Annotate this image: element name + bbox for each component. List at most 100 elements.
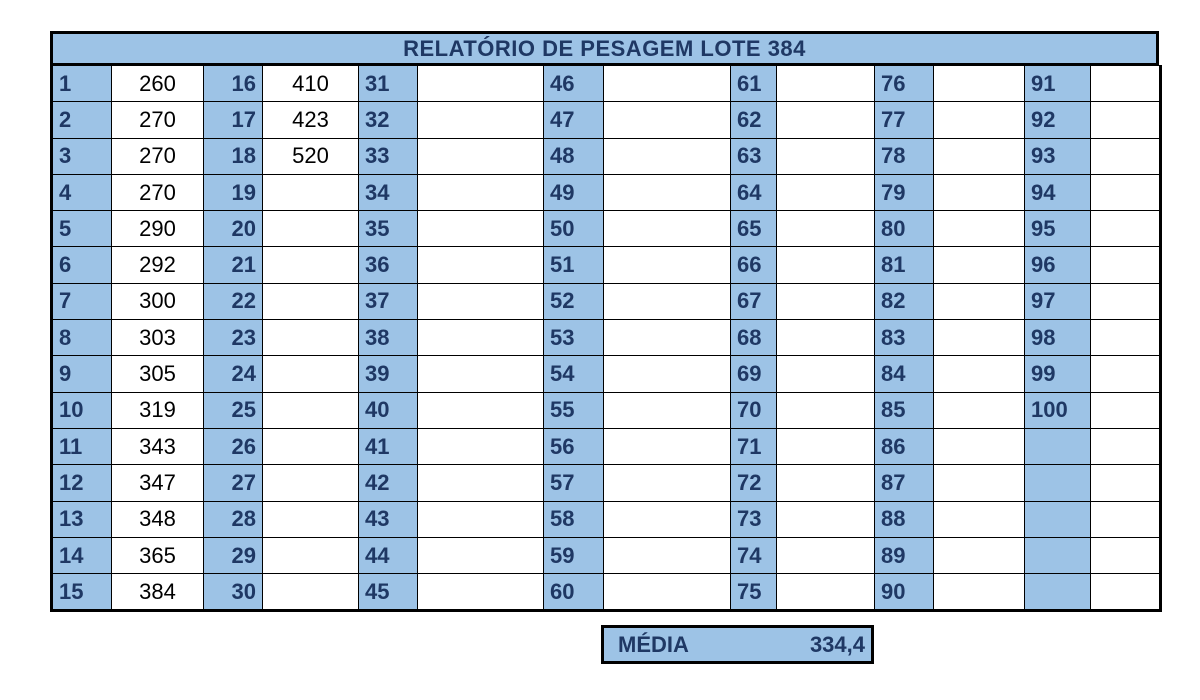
- weight-cell: 305: [111, 355, 204, 393]
- weight-cell: [776, 500, 875, 538]
- animal-number-cell: 32: [358, 101, 418, 139]
- weight-cell: [1090, 500, 1161, 538]
- weight-cell: [417, 319, 544, 357]
- weight-cell: [776, 137, 875, 175]
- animal-number-cell: 15: [51, 573, 112, 612]
- weight-cell: 270: [111, 101, 204, 139]
- animal-number-cell: 54: [543, 355, 604, 393]
- animal-number-cell: 53: [543, 319, 604, 357]
- weight-cell: [1090, 64, 1161, 103]
- animal-number-cell: 96: [1024, 246, 1091, 284]
- weight-cell: [776, 319, 875, 357]
- animal-number-cell: 43: [358, 500, 418, 538]
- animal-number-cell: 97: [1024, 282, 1091, 321]
- weight-cell: [776, 427, 875, 466]
- animal-number-cell: 61: [730, 64, 777, 103]
- animal-number-cell: 86: [874, 427, 934, 466]
- weight-cell: [933, 101, 1025, 139]
- animal-number-cell: 72: [730, 464, 777, 502]
- animal-number-cell: 81: [874, 246, 934, 284]
- weight-cell: [262, 319, 359, 357]
- weight-cell: 520: [262, 137, 359, 175]
- table-row: 2 270 17 423 32 47 62 77 92: [51, 101, 1161, 139]
- animal-number-cell: 79: [874, 173, 934, 212]
- weight-cell: [776, 573, 875, 612]
- weights-table: 1 260 16 410 31 46 61 76 91 2 270 17 423 32 47 62 77 92 3 2…: [50, 64, 1162, 613]
- average-value: 334,4: [809, 631, 865, 657]
- animal-number-cell: 41: [358, 427, 418, 466]
- weight-cell: [1090, 355, 1161, 393]
- animal-number-cell: 10: [51, 391, 112, 429]
- animal-number-cell: 57: [543, 464, 604, 502]
- animal-number-cell: 1: [51, 64, 112, 103]
- animal-number-cell: 80: [874, 210, 934, 248]
- weight-cell: [1090, 101, 1161, 139]
- animal-number-cell: 30: [203, 573, 263, 612]
- animal-number-cell: 48: [543, 137, 604, 175]
- animal-number-cell: 46: [543, 64, 604, 103]
- animal-number-cell: 35: [358, 210, 418, 248]
- animal-number-cell: 50: [543, 210, 604, 248]
- animal-number-cell: 6: [51, 246, 112, 284]
- table-row: 13 348 28 43 58 73 88: [51, 500, 1161, 538]
- weight-cell: [262, 246, 359, 284]
- weight-cell: [417, 427, 544, 466]
- weight-cell: [603, 319, 731, 357]
- animal-number-cell: 87: [874, 464, 934, 502]
- weight-cell: [603, 573, 731, 612]
- animal-number-cell: 77: [874, 101, 934, 139]
- weight-cell: [776, 246, 875, 284]
- animal-number-cell: 60: [543, 573, 604, 612]
- animal-number-cell: 49: [543, 173, 604, 212]
- weight-cell: 303: [111, 319, 204, 357]
- table-row: 9 305 24 39 54 69 84 99: [51, 355, 1161, 393]
- animal-number-cell: 38: [358, 319, 418, 357]
- weight-cell: 292: [111, 246, 204, 284]
- weight-cell: [1090, 391, 1161, 429]
- animal-number-cell: 55: [543, 391, 604, 429]
- animal-number-cell: 73: [730, 500, 777, 538]
- animal-number-cell: 13: [51, 500, 112, 538]
- animal-number-cell: 8: [51, 319, 112, 357]
- animal-number-cell: 2: [51, 101, 112, 139]
- weight-cell: [262, 573, 359, 612]
- animal-number-cell: 63: [730, 137, 777, 175]
- animal-number-cell: 90: [874, 573, 934, 612]
- weight-cell: [1090, 137, 1161, 175]
- animal-number-cell: 58: [543, 500, 604, 538]
- table-row: 8 303 23 38 53 68 83 98: [51, 319, 1161, 357]
- weight-cell: [1090, 210, 1161, 248]
- weight-cell: [933, 391, 1025, 429]
- weight-cell: [603, 137, 731, 175]
- weight-cell: [417, 173, 544, 212]
- animal-number-cell: 29: [203, 536, 263, 575]
- animal-number-cell: 89: [874, 536, 934, 575]
- animal-number-cell: 75: [730, 573, 777, 612]
- animal-number-cell: 91: [1024, 64, 1091, 103]
- weight-cell: [603, 355, 731, 393]
- animal-number-cell: 31: [358, 64, 418, 103]
- animal-number-cell: 25: [203, 391, 263, 429]
- animal-number-cell: 69: [730, 355, 777, 393]
- animal-number-cell: 100: [1024, 391, 1091, 429]
- average-label: MÉDIA: [618, 631, 689, 657]
- weight-cell: [603, 210, 731, 248]
- animal-number-cell: [1024, 500, 1091, 538]
- weight-cell: [603, 427, 731, 466]
- animal-number-cell: 42: [358, 464, 418, 502]
- animal-number-cell: 5: [51, 210, 112, 248]
- animal-number-cell: 16: [203, 64, 263, 103]
- animal-number-cell: 52: [543, 282, 604, 321]
- weight-cell: [933, 573, 1025, 612]
- weight-cell: 343: [111, 427, 204, 466]
- weight-cell: [417, 101, 544, 139]
- weight-cell: [933, 137, 1025, 175]
- animal-number-cell: 34: [358, 173, 418, 212]
- animal-number-cell: 84: [874, 355, 934, 393]
- animal-number-cell: 18: [203, 137, 263, 175]
- weight-cell: [417, 137, 544, 175]
- weight-cell: [933, 500, 1025, 538]
- weight-cell: [603, 536, 731, 575]
- table-row: 12 347 27 42 57 72 87: [51, 464, 1161, 502]
- animal-number-cell: [1024, 536, 1091, 575]
